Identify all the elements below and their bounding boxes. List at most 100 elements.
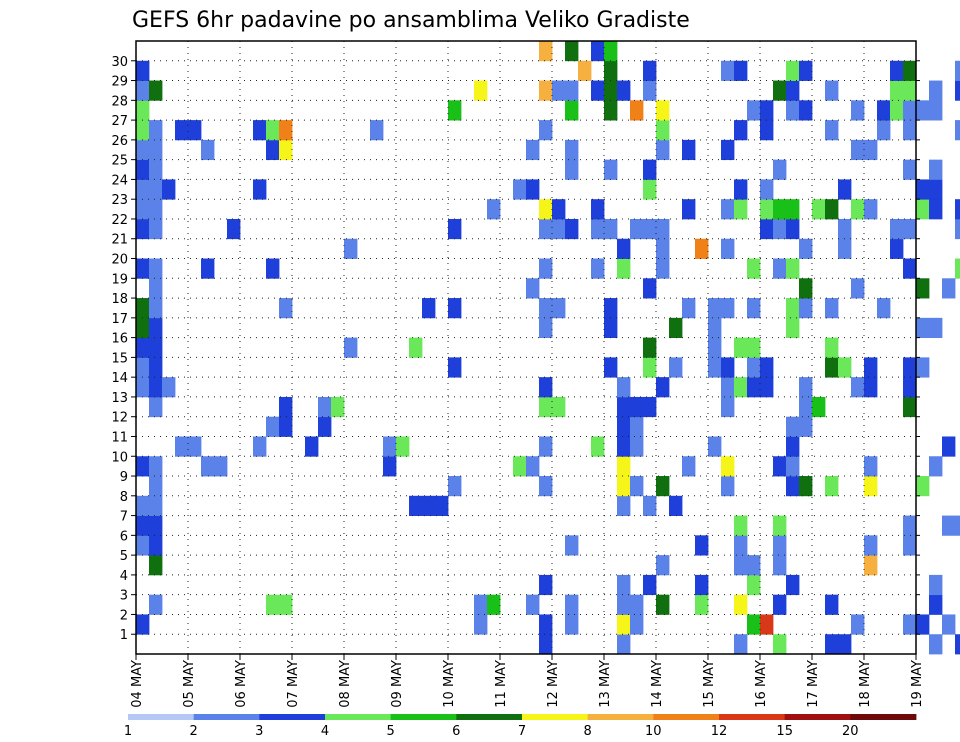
heatmap-cell (617, 377, 631, 398)
heatmap-cell (565, 614, 579, 635)
colorbar-label: 12 (711, 724, 728, 739)
x-tick-label: 19 MAY (910, 660, 925, 708)
heatmap-cell (409, 337, 423, 358)
heatmap-cell (734, 515, 748, 536)
heatmap-cell (890, 100, 904, 121)
heatmap-cell (214, 456, 228, 477)
heatmap-cell (539, 436, 553, 457)
heatmap-cell (539, 41, 553, 62)
heatmap-cell (773, 80, 787, 101)
heatmap-cell (149, 80, 163, 101)
heatmap-cell (136, 456, 150, 477)
colorbar-label: 1 (124, 724, 132, 739)
heatmap-cell (903, 357, 917, 378)
y-tick-label: 22 (111, 213, 128, 228)
heatmap-cell (929, 317, 943, 339)
y-tick-label: 16 (111, 332, 128, 347)
y-tick-label: 1 (120, 628, 128, 643)
heatmap-cell (916, 317, 930, 339)
heatmap-cell (539, 574, 553, 596)
heatmap-cell (643, 278, 657, 299)
heatmap-cell (383, 436, 397, 457)
heatmap-cell (370, 120, 384, 141)
colorbar-swatch (325, 714, 392, 720)
heatmap-cell (604, 159, 618, 180)
heatmap-cell (903, 80, 917, 101)
heatmap-cell (266, 120, 280, 141)
heatmap-cell (773, 258, 787, 279)
heatmap-cell (786, 574, 800, 596)
heatmap-cell (773, 159, 787, 180)
heatmap-cell (266, 594, 280, 615)
heatmap-cell (136, 179, 150, 200)
heatmap-cell (149, 495, 163, 516)
heatmap-cell (903, 120, 917, 141)
y-tick-label: 30 (111, 55, 128, 70)
heatmap-cell (435, 495, 449, 516)
colorbar-swatch (587, 714, 654, 720)
heatmap-cell (149, 515, 163, 536)
heatmap-cell (656, 555, 670, 576)
heatmap-cell (812, 396, 826, 418)
heatmap-cell (903, 377, 917, 398)
heatmap-cell (266, 416, 280, 437)
heatmap-cell (591, 80, 605, 101)
heatmap-cell (786, 298, 800, 319)
heatmap-cell (539, 258, 553, 279)
y-tick-label: 8 (120, 490, 128, 505)
heatmap-cell (344, 337, 358, 358)
colorbar-swatch (128, 714, 195, 720)
heatmap-cell (929, 199, 943, 220)
heatmap-cell (773, 555, 787, 576)
heatmap-cell (422, 495, 436, 516)
heatmap-cell (916, 278, 930, 299)
heatmap-cell (773, 594, 787, 615)
heatmap-cell (630, 218, 644, 240)
heatmap-cell (747, 614, 761, 635)
heatmap-cell (136, 357, 150, 378)
heatmap-cell (877, 298, 891, 319)
heatmap-cell (409, 495, 423, 516)
heatmap-cell (591, 436, 605, 457)
heatmap-cell (916, 357, 930, 378)
x-tick-label: 15 MAY (702, 660, 717, 708)
heatmap-cell (136, 159, 150, 180)
heatmap-cell (773, 634, 787, 655)
colorbar-swatch (653, 714, 720, 720)
heatmap-cell (955, 80, 960, 101)
x-tick-label: 11 MAY (494, 660, 509, 708)
heatmap-cell (149, 278, 163, 299)
heatmap-cell (201, 139, 215, 161)
heatmap-cell (747, 258, 761, 279)
heatmap-cell (708, 337, 722, 358)
heatmap-cell (929, 634, 943, 655)
heatmap-cell (877, 120, 891, 141)
heatmap-cell (643, 179, 657, 200)
colorbar-swatch (456, 714, 523, 720)
heatmap-cell (552, 298, 566, 319)
heatmap-cell (721, 396, 735, 418)
heatmap-cell (149, 594, 163, 615)
heatmap-cell (929, 594, 943, 615)
heatmap-cell (604, 298, 618, 319)
heatmap-cell (851, 614, 865, 635)
heatmap-cell (864, 535, 878, 556)
y-tick-label: 19 (111, 272, 128, 287)
heatmap-cell (617, 436, 631, 457)
colorbar-swatch (390, 714, 457, 720)
heatmap-cell (305, 436, 319, 457)
colorbar-swatch (784, 714, 851, 720)
colorbar-swatch (522, 714, 589, 720)
heatmap-cell (396, 436, 410, 457)
heatmap-cell (422, 298, 436, 319)
heatmap-cell (149, 120, 163, 141)
heatmap-cell (890, 218, 904, 240)
heatmap-cell (175, 120, 189, 141)
heatmap-cell (539, 476, 553, 497)
heatmap-cell (708, 317, 722, 339)
heatmap-cell (643, 337, 657, 358)
y-tick-label: 12 (111, 411, 128, 426)
colorbar-label: 6 (452, 724, 460, 739)
heatmap-cell (617, 574, 631, 596)
